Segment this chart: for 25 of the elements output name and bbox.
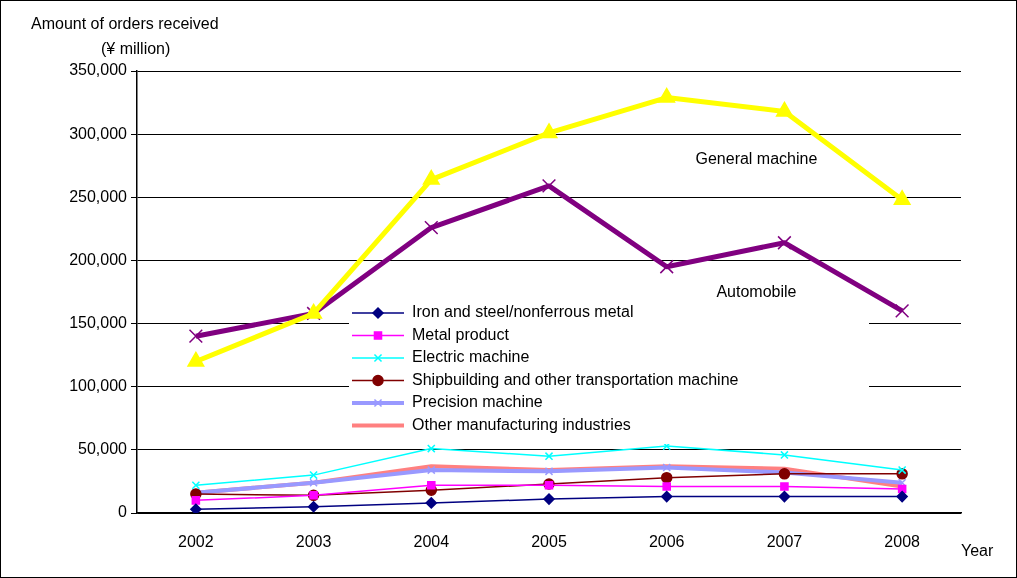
y-axis-title: Amount of orders received (¥ million) — [31, 15, 219, 57]
y-tick-label: 250,000 — [69, 187, 128, 205]
x-tick-label: 2005 — [531, 533, 567, 551]
legend-label: Iron and steel/nonferrous metal — [412, 303, 634, 321]
y-tick-label: 300,000 — [69, 124, 128, 142]
x-tick-label: 2008 — [884, 533, 921, 551]
legend-label: Other manufacturing industries — [412, 415, 631, 433]
y-tick-label: 150,000 — [69, 313, 128, 331]
y-tick-label: 50,000 — [78, 440, 128, 458]
x-tick-label: 2006 — [648, 533, 685, 551]
legend-label: Metal product — [412, 325, 510, 343]
x-axis-title: Year — [961, 542, 994, 559]
y-tick-label: 0 — [118, 503, 128, 521]
annotation: General machine — [695, 149, 818, 167]
legend-label: Precision machine — [412, 393, 543, 411]
x-tick-label: 2003 — [295, 533, 332, 551]
x-tick-label: 2004 — [413, 533, 450, 551]
y-tick-label: 200,000 — [69, 250, 128, 268]
annotation: Automobile — [716, 283, 797, 301]
y-tick-label: 100,000 — [69, 377, 128, 395]
x-tick-label: 2007 — [766, 533, 803, 551]
legend-label: Electric machine — [412, 348, 530, 366]
legend-label: Shipbuilding and other transportation machine — [412, 370, 739, 388]
x-tick-label: 2002 — [178, 533, 214, 551]
y-tick-label: 350,000 — [69, 61, 128, 79]
